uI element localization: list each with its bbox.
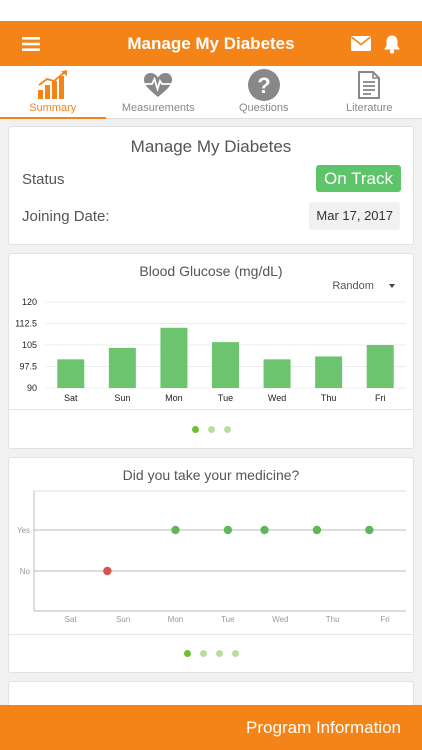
tab-questions[interactable]: ? Questions [211, 66, 317, 118]
y-tick-label: 90 [27, 383, 37, 393]
summary-title: Manage My Diabetes [130, 137, 292, 156]
summary-card: Manage My Diabetes Status On Track Joini… [8, 126, 414, 245]
bar-fri [366, 345, 394, 388]
glucose-card: Blood Glucose (mg/dL) Random 120 112.5 105… [8, 253, 414, 449]
medicine-card: Did you take your medicine? Yes No Sat Sun M… [8, 457, 414, 673]
tab-measurements[interactable]: Measurements [106, 66, 212, 118]
medicine-point-no [103, 566, 112, 576]
page-dot[interactable] [207, 426, 215, 433]
caret-down-icon [389, 284, 395, 289]
tab-bar: Summary Measurements ? Questions [0, 66, 422, 119]
y-tick-label: 105 [22, 340, 37, 350]
bar-wed [263, 359, 291, 388]
tab-literature-label: Literature [346, 102, 393, 114]
status-badge: On Track [316, 165, 401, 192]
glucose-page-dots [9, 426, 413, 433]
y-tick-label: No [20, 567, 31, 576]
medicine-point-yes [171, 525, 180, 535]
joining-date-value: Mar 17, 2017 [309, 202, 400, 230]
program-information-label: Program Information [246, 718, 401, 737]
x-tick-label: Sat [64, 393, 78, 403]
glucose-title: Blood Glucose (mg/dL) [139, 263, 283, 279]
medicine-title: Did you take your medicine? [122, 467, 300, 483]
tab-summary[interactable]: Summary [0, 66, 106, 119]
y-tick-label: 97.5 [19, 362, 37, 372]
x-tick-label: Wed [272, 615, 288, 624]
page-dot[interactable] [183, 650, 191, 657]
x-tick-label: Fri [380, 615, 390, 624]
messages-button[interactable] [346, 21, 376, 66]
x-tick-label: Thu [326, 615, 340, 624]
tab-summary-label: Summary [29, 102, 77, 114]
glucose-filter-value: Random [332, 280, 374, 292]
medicine-scatter-chart: Yes No Sat Sun Mon Tue Wed Thu Fri [17, 490, 406, 624]
notifications-button[interactable] [378, 21, 406, 66]
page-dot[interactable] [191, 426, 199, 433]
medicine-point-yes [260, 525, 269, 535]
bell-icon [384, 35, 400, 54]
y-tick-label: Yes [17, 526, 30, 535]
page-dot[interactable] [223, 426, 231, 433]
x-tick-label: Wed [268, 393, 286, 403]
glucose-filter-dropdown[interactable]: Random [332, 280, 395, 292]
x-tick-label: Tue [218, 393, 233, 403]
document-icon [358, 71, 381, 99]
hamburger-icon [22, 36, 40, 51]
page-dot[interactable] [215, 650, 223, 657]
medicine-divider [9, 634, 413, 635]
status-label: Status [22, 171, 65, 188]
x-tick-label: Fri [375, 393, 386, 403]
x-tick-label: Sun [116, 615, 130, 624]
x-tick-label: Sun [114, 393, 130, 403]
svg-text:?: ? [257, 73, 270, 98]
heart-pulse-icon [144, 73, 173, 97]
x-tick-label: Tue [221, 615, 235, 624]
glucose-divider [9, 409, 413, 410]
envelope-icon [351, 36, 371, 51]
glucose-bar-chart: 120 112.5 105 97.5 90 Sat Sun Mon Tue Wed Thu Fri [15, 297, 406, 403]
x-tick-label: Mon [165, 393, 183, 403]
y-tick-label: 112.5 [15, 319, 37, 329]
x-tick-label: Thu [321, 393, 337, 403]
tab-literature[interactable]: Literature [317, 66, 422, 118]
medicine-point-yes [365, 525, 374, 535]
page-title: Manage My Diabetes [127, 34, 295, 53]
question-icon: ? [247, 69, 280, 101]
y-tick-label: 120 [22, 297, 37, 307]
tab-measurements-label: Measurements [121, 102, 195, 114]
page-dot[interactable] [231, 650, 239, 657]
page-dot[interactable] [199, 650, 207, 657]
medicine-point-yes [223, 525, 233, 535]
medicine-point-yes [312, 525, 322, 535]
x-tick-label: Mon [168, 615, 184, 624]
tab-questions-label: Questions [238, 102, 289, 114]
bar-chart-icon [37, 70, 67, 99]
medicine-page-dots [9, 650, 413, 657]
program-information-button[interactable]: Program Information [0, 705, 422, 750]
nav-bar: Manage My Diabetes [0, 21, 422, 66]
joining-date-label: Joining Date: [22, 208, 110, 225]
bar-tue [212, 342, 239, 388]
status-bar [0, 0, 422, 21]
menu-button[interactable] [14, 21, 48, 66]
bar-thu [315, 356, 343, 388]
bar-sun [108, 347, 136, 388]
bar-mon [160, 327, 188, 388]
bar-sat [57, 359, 85, 388]
x-tick-label: Sat [65, 615, 78, 624]
